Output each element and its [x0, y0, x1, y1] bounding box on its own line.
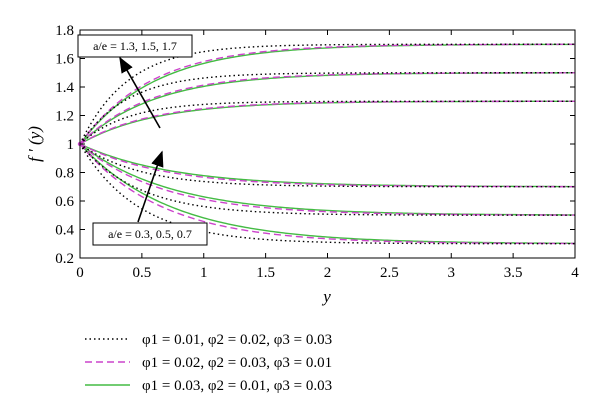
annotation-lower-arrow — [137, 150, 164, 223]
y-tick-label: 1.6 — [55, 52, 74, 68]
legend-label-1: φ1 = 0.01, φ2 = 0.02, φ3 = 0.03 — [142, 332, 332, 348]
x-tick-label: 3 — [448, 265, 456, 281]
legend-label-2: φ1 = 0.02, φ2 = 0.03, φ3 = 0.01 — [142, 355, 332, 371]
x-tick-label: 0.5 — [133, 265, 152, 281]
series-curve-dashed — [79, 72, 576, 145]
y-axis-label: f ′ (y) — [25, 126, 44, 162]
series-curve-dotted — [79, 43, 575, 145]
x-tick-label: 1 — [200, 265, 208, 281]
y-tick-label: 1.2 — [55, 109, 74, 125]
series-curve-dashed — [79, 43, 575, 145]
y-tick-label: 0.4 — [55, 223, 74, 239]
series-curve-dashed — [79, 143, 575, 245]
legend: φ1 = 0.01, φ2 = 0.02, φ3 = 0.03 φ1 = 0.0… — [85, 332, 332, 394]
series-curve-solid — [79, 100, 575, 145]
series-curve-dotted — [79, 100, 575, 145]
y-tick-label: 1 — [67, 137, 75, 153]
series-curve-dotted — [79, 143, 575, 216]
y-axis-ticks: 0.2 0.4 0.6 0.8 1 1.2 1.4 1.6 1.8 — [55, 23, 575, 267]
annotation-lower-text: a/e = 0.3, 0.5, 0.7 — [108, 227, 192, 241]
y-tick-label: 0.2 — [55, 251, 74, 267]
x-axis-ticks: 0 0.5 1 1.5 2 2.5 3 3.5 4 — [76, 30, 579, 281]
y-tick-label: 0.8 — [55, 166, 74, 182]
y-tick-label: 1.4 — [55, 80, 74, 96]
annotation-upper-arrow — [119, 56, 161, 129]
series-curve-dashed — [79, 100, 575, 145]
x-tick-label: 0 — [76, 265, 84, 281]
x-tick-label: 4 — [571, 265, 579, 281]
series-curve-dashed — [79, 143, 575, 188]
x-axis-label: y — [321, 287, 331, 306]
annotation-upper-text: a/e = 1.3, 1.5, 1.7 — [93, 39, 177, 53]
y-tick-label: 0.6 — [55, 194, 74, 210]
series-curve-solid — [79, 143, 576, 188]
series-curve-dashed — [79, 143, 575, 216]
x-tick-label: 1.5 — [256, 265, 275, 281]
series-curve-dotted — [79, 143, 575, 245]
annotation-lower-box — [92, 222, 208, 246]
plot-curves — [77, 43, 576, 245]
series-curve-dotted — [79, 143, 575, 188]
series-curve-solid — [79, 43, 575, 145]
x-tick-label: 3.5 — [504, 265, 523, 281]
annotation-upper-box — [77, 34, 193, 58]
y-tick-label: 1.8 — [55, 23, 74, 39]
x-tick-label: 2.5 — [380, 265, 399, 281]
series-curve-solid — [79, 143, 576, 244]
series-curve-dotted — [79, 72, 575, 145]
x-tick-label: 2 — [324, 265, 332, 281]
series-curve-solid — [79, 143, 576, 216]
legend-label-3: φ1 = 0.03, φ2 = 0.01, φ3 = 0.03 — [142, 378, 332, 394]
series-curve-solid — [79, 72, 575, 145]
